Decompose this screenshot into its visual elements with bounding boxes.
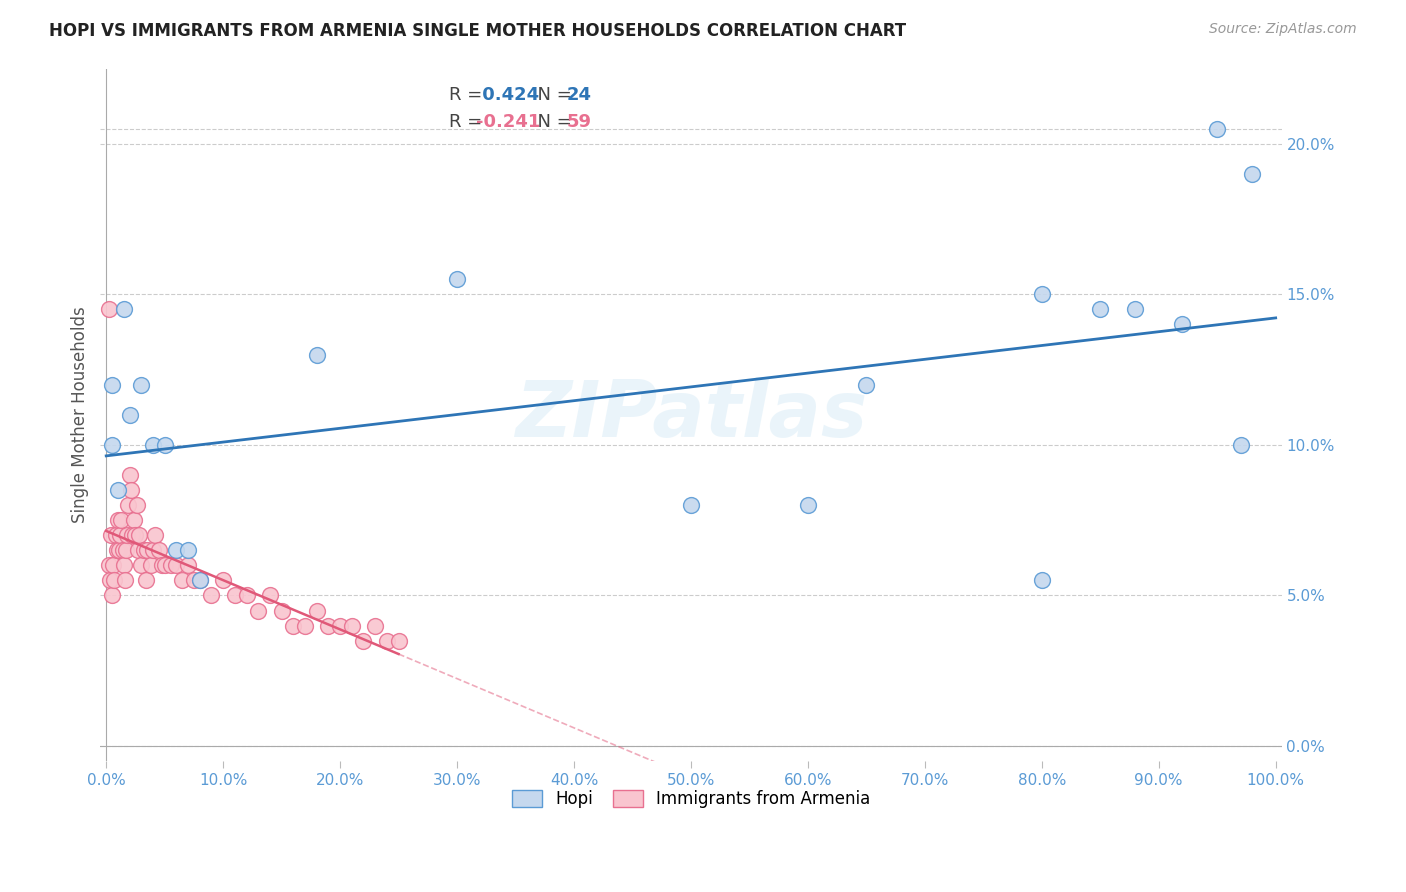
Point (375, 633, 398, 648)
Point (101, 377, 124, 392)
Point (270, 603, 292, 617)
Point (305, 348, 328, 362)
Point (1206, 121, 1229, 136)
Point (165, 543, 187, 558)
Text: N =: N = (526, 113, 576, 131)
Point (353, 633, 375, 648)
Point (1241, 167, 1264, 181)
Point (165, 558, 187, 573)
Point (121, 528, 143, 542)
Point (129, 377, 152, 392)
Point (103, 574, 125, 588)
Point (188, 574, 211, 588)
Point (679, 498, 702, 512)
Point (1090, 302, 1112, 317)
Point (318, 618, 340, 632)
Point (105, 543, 128, 558)
Text: N =: N = (526, 86, 576, 103)
Text: Source: ZipAtlas.com: Source: ZipAtlas.com (1209, 22, 1357, 37)
Point (125, 498, 148, 512)
Point (139, 558, 162, 573)
Text: 0.424: 0.424 (477, 86, 538, 103)
Point (128, 528, 150, 542)
Point (183, 574, 205, 588)
Point (1123, 302, 1146, 317)
Point (235, 589, 257, 603)
Point (108, 543, 131, 558)
Point (855, 377, 877, 392)
Point (294, 618, 316, 632)
Point (98, 574, 121, 588)
Point (177, 558, 200, 573)
Point (387, 633, 409, 648)
Point (159, 558, 181, 573)
Point (135, 574, 157, 588)
Point (172, 574, 194, 588)
Point (104, 528, 127, 542)
Point (122, 513, 145, 527)
Point (127, 543, 149, 558)
Text: R =: R = (449, 113, 488, 131)
Point (112, 302, 135, 317)
Point (177, 543, 200, 558)
Text: ZIPatlas: ZIPatlas (515, 376, 868, 453)
Point (1031, 574, 1053, 588)
Legend: Hopi, Immigrants from Armenia: Hopi, Immigrants from Armenia (505, 783, 877, 815)
Point (117, 528, 139, 542)
Point (142, 438, 165, 452)
Point (118, 468, 141, 483)
Text: -0.241: -0.241 (477, 113, 540, 131)
Point (101, 438, 124, 452)
Point (101, 589, 124, 603)
Point (97, 302, 120, 317)
Point (112, 558, 135, 573)
Point (1171, 318, 1194, 332)
Point (200, 589, 222, 603)
Point (129, 558, 152, 573)
Point (110, 528, 132, 542)
Point (124, 528, 146, 542)
Text: R =: R = (449, 86, 488, 103)
Point (283, 618, 305, 632)
Point (153, 558, 176, 573)
Text: HOPI VS IMMIGRANTS FROM ARMENIA SINGLE MOTHER HOUSEHOLDS CORRELATION CHART: HOPI VS IMMIGRANTS FROM ARMENIA SINGLE M… (49, 22, 907, 40)
Point (188, 574, 211, 588)
Point (100, 528, 122, 542)
Point (305, 603, 328, 617)
Point (107, 513, 129, 527)
Point (143, 528, 166, 542)
Point (329, 618, 352, 632)
Point (118, 408, 141, 422)
Point (97, 558, 120, 573)
Y-axis label: Single Mother Households: Single Mother Households (72, 307, 89, 524)
Text: 59: 59 (567, 113, 592, 131)
Point (797, 498, 820, 512)
Point (364, 618, 387, 632)
Point (142, 543, 165, 558)
Point (340, 618, 363, 632)
Point (111, 543, 134, 558)
Point (153, 438, 176, 452)
Point (107, 483, 129, 497)
Point (150, 558, 173, 573)
Point (247, 603, 270, 617)
Point (132, 543, 155, 558)
Point (148, 543, 170, 558)
Point (115, 543, 138, 558)
Point (117, 498, 139, 512)
Point (212, 574, 235, 588)
Point (224, 589, 246, 603)
Point (1031, 287, 1053, 301)
Point (136, 543, 159, 558)
Point (446, 272, 468, 286)
Point (259, 589, 281, 603)
Point (110, 513, 132, 527)
Text: 24: 24 (567, 86, 592, 103)
Point (103, 558, 125, 573)
Point (1229, 438, 1251, 452)
Point (120, 483, 142, 497)
Point (114, 574, 136, 588)
